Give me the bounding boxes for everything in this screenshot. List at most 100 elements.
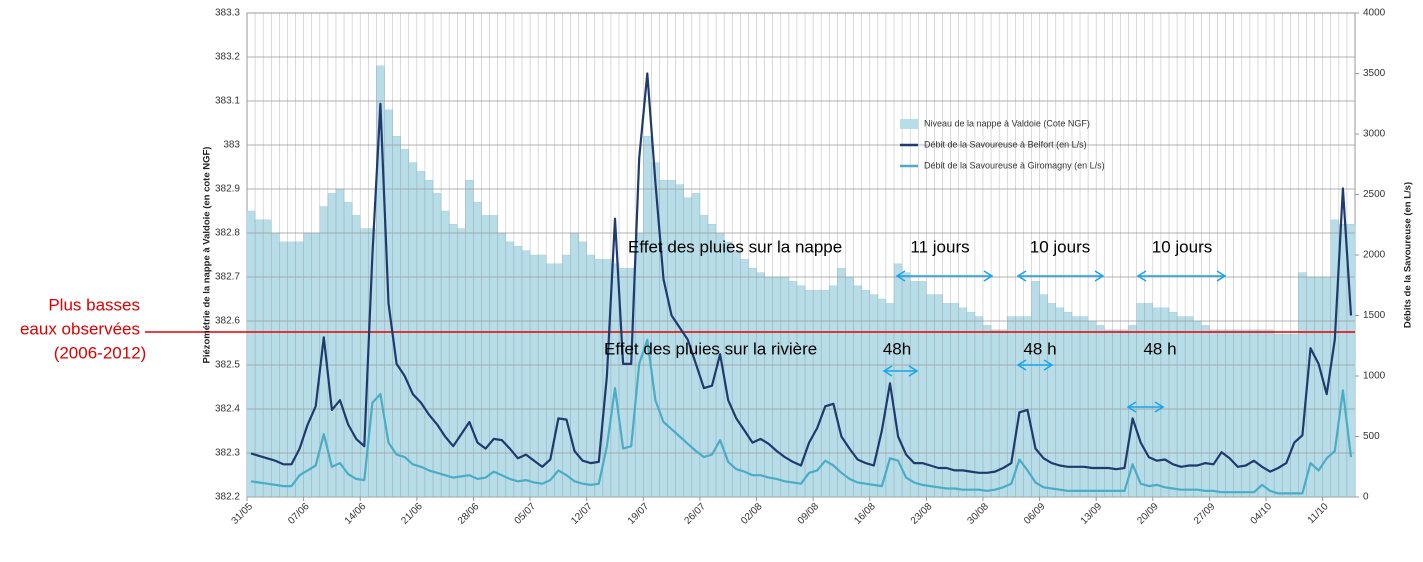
- y-tick-label: 382.5: [215, 360, 240, 371]
- bar: [1104, 329, 1113, 498]
- bar: [974, 316, 984, 498]
- bar: [537, 254, 547, 498]
- bar: [1031, 281, 1040, 498]
- bar: [909, 281, 919, 498]
- bar: [1298, 272, 1307, 498]
- y-tick-label: 382.7: [215, 272, 240, 283]
- y-axis-title: Piézométrie de la nappe à Valdoie (en co…: [202, 147, 213, 364]
- bar: [958, 307, 968, 498]
- bar: [1112, 329, 1121, 498]
- bar: [481, 215, 490, 498]
- y2-tick-label: 500: [1363, 431, 1380, 442]
- y2-tick-label: 2000: [1363, 250, 1386, 261]
- y2-tick-label: 0: [1363, 492, 1369, 503]
- bar: [1338, 223, 1348, 498]
- bar: [1225, 329, 1234, 498]
- arrow-head: [895, 270, 994, 282]
- bar: [1160, 307, 1170, 498]
- bar: [392, 135, 401, 498]
- bar: [772, 276, 782, 498]
- arrow-head: [1016, 270, 1105, 282]
- y-tick-label: 382.4: [215, 404, 240, 415]
- bar: [1184, 316, 1194, 498]
- bar: [295, 241, 304, 498]
- x-tick-label: 26/07: [682, 501, 708, 527]
- bar: [1273, 333, 1283, 498]
- x-tick-label: 14/06: [343, 501, 369, 527]
- annotation: 11 jours: [910, 237, 969, 256]
- reference-label: eaux observées: [20, 319, 140, 338]
- bar: [610, 263, 620, 498]
- bar: [1120, 329, 1129, 498]
- x-tick-label: 19/07: [626, 501, 652, 527]
- bar: [1241, 329, 1251, 498]
- bar: [853, 285, 862, 498]
- bar: [554, 263, 563, 498]
- bar: [732, 250, 741, 498]
- annotation: Effet des pluies sur la nappe: [628, 237, 842, 256]
- bar: [1249, 329, 1259, 498]
- bar: [1176, 316, 1186, 498]
- bar: [448, 223, 458, 498]
- y-tick-label: 382.6: [215, 316, 240, 327]
- y2-tick-label: 4000: [1363, 8, 1386, 19]
- bar: [586, 254, 596, 498]
- reference-label: Plus basses: [48, 295, 140, 314]
- bar: [966, 311, 976, 498]
- bar: [1039, 294, 1048, 498]
- y-tick-label: 382.3: [215, 448, 240, 459]
- bar: [1055, 307, 1065, 498]
- x-tick-label: 23/08: [909, 501, 935, 527]
- x-tick-label: 09/08: [796, 501, 822, 527]
- reference-label: (2006-2012): [54, 343, 147, 362]
- bar: [1201, 325, 1210, 498]
- bar: [998, 329, 1008, 498]
- y-tick-label: 383.1: [215, 96, 240, 107]
- bar: [901, 272, 911, 498]
- bar: [780, 276, 790, 498]
- y-tick-label: 382.9: [215, 184, 240, 195]
- y2-tick-label: 1500: [1363, 310, 1386, 321]
- bar: [837, 267, 846, 498]
- bar: [877, 298, 887, 498]
- bar: [505, 241, 515, 498]
- x-tick-label: 16/08: [852, 501, 878, 527]
- bar: [440, 210, 450, 498]
- bar: [1071, 316, 1081, 498]
- bar: [424, 179, 434, 498]
- x-tick-label: 07/06: [286, 501, 312, 527]
- x-tick-label: 11/10: [1306, 501, 1331, 526]
- bar: [279, 241, 288, 498]
- bar: [416, 171, 426, 498]
- bar: [457, 228, 466, 498]
- bar: [465, 179, 474, 498]
- annotation: Effet des pluies sur la rivière: [604, 339, 817, 358]
- line-series: [250, 338, 1353, 495]
- legend-label: Niveau de la nappe à Valdoie (Cote NGF): [924, 118, 1090, 128]
- annotation: 48h: [883, 339, 911, 358]
- bar: [1079, 316, 1089, 498]
- arrow-head: [1136, 270, 1227, 282]
- annotation: 10 jours: [1030, 237, 1090, 256]
- x-tick-label: 31/05: [230, 501, 256, 527]
- bar: [521, 250, 531, 498]
- bar: [1063, 311, 1073, 498]
- bar: [1233, 329, 1243, 498]
- bar: [335, 188, 345, 498]
- bar: [1217, 329, 1226, 498]
- y-tick-label: 382.2: [215, 492, 240, 503]
- x-tick-label: 30/08: [966, 501, 992, 527]
- annotation: 48 h: [1023, 339, 1056, 358]
- y2-tick-label: 3000: [1363, 129, 1386, 140]
- legend-swatch: [900, 119, 918, 129]
- y2-tick-label: 2500: [1363, 189, 1386, 200]
- y2-axis-title: Débits de la Savoureuse (en L/s): [1403, 182, 1414, 328]
- bar: [740, 259, 749, 498]
- bar: [432, 193, 442, 498]
- bar: [845, 276, 854, 498]
- y-tick-label: 383.2: [215, 52, 240, 63]
- x-tick-label: 21/06: [399, 501, 425, 527]
- y-tick-label: 383: [223, 140, 240, 151]
- y2-tick-label: 3500: [1363, 68, 1386, 79]
